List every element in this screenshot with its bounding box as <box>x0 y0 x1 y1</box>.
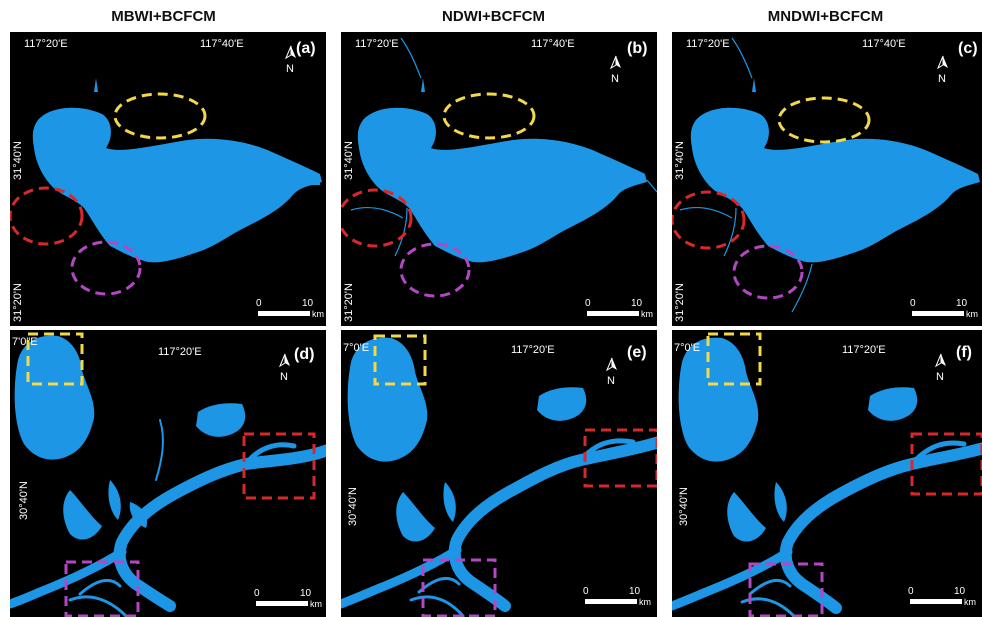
latitude-label: 30°40'N <box>678 487 690 526</box>
scale-bar: 0 10 km <box>910 298 978 319</box>
svg-text:N: N <box>607 375 615 386</box>
north-arrow-icon: N <box>936 55 948 84</box>
panel-label: (c) <box>958 40 978 57</box>
latitude-label-bottom: 31°20'N <box>12 283 24 322</box>
column-title-ndwi: NDWI+BCFCM <box>442 8 545 25</box>
column-title-mbwi: MBWI+BCFCM <box>111 8 216 25</box>
svg-text:N: N <box>936 371 944 382</box>
map-panel-e: 7°0'E 117°20'E (e) 30°40'N N 0 10 km <box>341 330 657 617</box>
river-map <box>10 332 326 617</box>
latitude-label: 30°40'N <box>18 481 30 520</box>
scale-bar: 0 10 km <box>256 298 324 319</box>
lake-map <box>672 37 980 313</box>
longitude-label-right: 117°40'E <box>200 38 244 50</box>
longitude-label-right: 117°20'E <box>842 344 886 356</box>
svg-text:N: N <box>286 63 294 74</box>
lake-map <box>341 37 657 298</box>
latitude-label-bottom: 31°20'N <box>343 283 355 322</box>
panel-label: (a) <box>296 40 316 57</box>
longitude-label-left: 117°20'E <box>686 38 730 50</box>
map-panel-c: 117°20'E 117°40'E (c) 31°40'N 31°20'N N … <box>672 32 982 326</box>
map-panel-b: 117°20'E 117°40'E (b) 31°40'N 31°20'N N … <box>341 32 657 326</box>
north-arrow-icon: N <box>609 55 621 84</box>
svg-text:N: N <box>280 371 288 382</box>
latitude-label-bottom: 31°20'N <box>674 283 686 322</box>
latitude-label-top: 31°40'N <box>343 141 355 180</box>
latitude-label-top: 31°40'N <box>12 141 24 180</box>
panel-label: (d) <box>294 346 315 363</box>
north-arrow-icon: N <box>934 353 946 382</box>
north-arrow-icon: N <box>278 353 290 382</box>
longitude-label-right: 117°20'E <box>511 344 555 356</box>
scale-bar: 0 10 km <box>908 586 976 607</box>
scale-bar: 0 10 km <box>254 588 322 609</box>
map-panel-d: 7'0"E 117°20'E (d) 30°40'N N 0 10 km <box>10 330 326 617</box>
longitude-label-right: 117°20'E <box>158 346 202 358</box>
map-panel-a: 117°20'E 117°40'E (a) 31°40'N 31°20'N N … <box>10 32 326 326</box>
longitude-label-right: 117°40'E <box>531 38 575 50</box>
map-panel-f: 7°0'E 117°20'E (f) 30°40'N N 0 10 km <box>672 330 982 617</box>
panel-label: (e) <box>627 344 647 361</box>
scale-bar: 0 10 km <box>583 586 651 607</box>
longitude-label-left: 117°20'E <box>355 38 399 50</box>
column-title-mndwi: MNDWI+BCFCM <box>767 8 884 25</box>
svg-text:N: N <box>938 73 946 84</box>
longitude-label-left: 7'0"E <box>12 336 38 348</box>
longitude-label-left: 7°0'E <box>343 342 370 354</box>
scale-bar: 0 10 km <box>585 298 653 319</box>
panel-label: (f) <box>956 344 972 361</box>
lake-map <box>10 78 323 296</box>
longitude-label-right: 117°40'E <box>862 38 906 50</box>
north-arrow-icon: N <box>605 357 617 386</box>
longitude-label-left: 7°0'E <box>674 342 701 354</box>
river-map <box>341 334 657 617</box>
latitude-label-top: 31°40'N <box>674 141 686 180</box>
longitude-label-left: 117°20'E <box>24 38 68 50</box>
river-map <box>672 332 982 617</box>
latitude-label: 30°40'N <box>347 487 359 526</box>
panel-label: (b) <box>627 40 648 57</box>
svg-text:N: N <box>611 73 619 84</box>
north-arrow-icon: N <box>284 45 296 74</box>
